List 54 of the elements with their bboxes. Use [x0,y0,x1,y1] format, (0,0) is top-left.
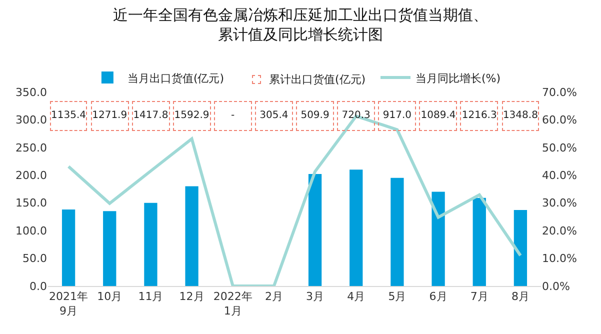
y2-tick-label: 60.0% [542,114,577,127]
data-label: 1348.8 [502,100,540,131]
data-label: 1417.8 [132,100,170,131]
y-tick-label: 200.0 [16,168,47,182]
y-tick-label: 50.0 [22,252,47,266]
bar [350,170,363,286]
y2-tick-label: 70.0% [542,86,577,99]
y-tick-label: 300.0 [16,114,47,127]
x-tick-label: 4月 [347,290,366,304]
x-tick-label: 11月 [138,290,164,304]
x-tick-label: 6月 [429,290,448,304]
x-tick-label: 7月 [470,290,488,304]
y-tick-label: 100.0 [16,224,47,238]
y-tick-label: 150.0 [16,196,47,210]
data-label: 1271.9 [90,100,128,131]
x-tick-label: 2021年 9月 [49,290,88,318]
data-label: 305.4 [255,100,293,131]
y2-tick-label: 10.0% [542,252,577,266]
data-label: 720.3 [337,100,375,131]
bar [103,211,116,286]
data-label: 509.9 [296,100,334,131]
y2-tick-label: 0.0% [542,280,570,293]
bar [62,210,76,286]
data-label: - [214,100,252,131]
legend-label: 当月同比增长(%) [415,72,501,85]
y2-tick-label: 30.0% [542,196,577,210]
legend-label: 累计出口货值(亿元) [269,72,366,87]
x-tick-label: 2022年 1月 [213,290,252,318]
x-tick-label: 10月 [97,290,122,304]
y-tick-label: 250.0 [16,141,47,154]
bar [432,192,445,286]
data-label: 1592.9 [172,100,211,131]
bar [308,174,322,286]
legend-label: 当月出口货值(亿元) [127,72,224,85]
x-tick-label: 12月 [179,290,204,304]
chart-title: 近一年全国有色金属冶炼和压延加工业出口货值当期值、累计值及同比增长统计图 [113,6,488,44]
data-label: 1216.3 [460,100,498,131]
bar [472,198,486,286]
data-label: 1135.4 [50,100,88,131]
y2-tick-label: 20.0% [542,224,577,238]
y2-tick-label: 40.0% [542,168,577,182]
y-tick-label: 0.0 [30,280,47,293]
y2-tick-label: 50.0% [542,141,577,154]
x-tick-label: 8月 [511,290,530,304]
data-label: 917.0 [378,100,416,131]
bar [514,210,528,286]
x-tick-label: 3月 [306,290,324,304]
y-tick-label: 350.0 [16,86,47,99]
x-tick-label: 2月 [264,290,283,304]
bar [390,178,404,286]
bar [144,202,158,286]
data-label: 1089.4 [419,100,458,131]
bar [185,186,198,286]
x-tick-label: 5月 [388,290,406,304]
